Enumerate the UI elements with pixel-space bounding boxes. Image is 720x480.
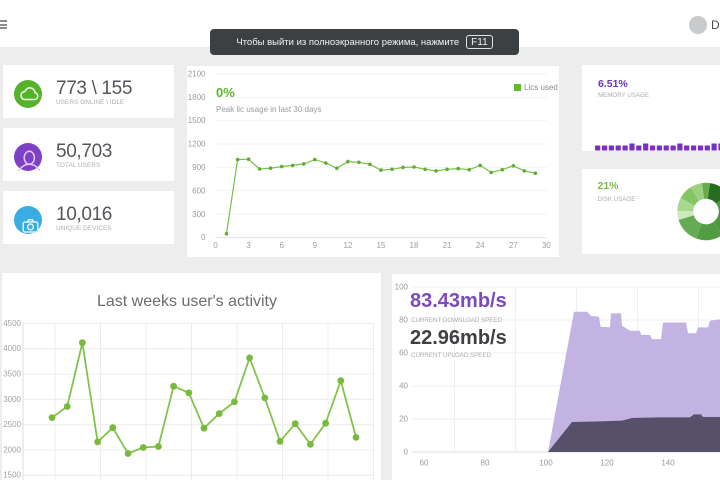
svg-text:20: 20 bbox=[399, 415, 408, 424]
svg-text:1200: 1200 bbox=[188, 139, 206, 148]
svg-text:80: 80 bbox=[481, 459, 490, 468]
svg-text:18: 18 bbox=[410, 241, 419, 250]
svg-text:1500: 1500 bbox=[3, 471, 21, 480]
svg-text:300: 300 bbox=[192, 209, 206, 218]
svg-text:2000: 2000 bbox=[3, 445, 21, 454]
svg-text:60: 60 bbox=[420, 459, 429, 468]
svg-text:3: 3 bbox=[246, 241, 251, 250]
svg-text:140: 140 bbox=[661, 459, 675, 468]
svg-text:0: 0 bbox=[404, 448, 409, 457]
svg-text:4500: 4500 bbox=[3, 319, 21, 328]
svg-text:9: 9 bbox=[313, 241, 318, 250]
svg-text:15: 15 bbox=[376, 241, 385, 250]
svg-text:2500: 2500 bbox=[3, 420, 21, 429]
svg-text:100: 100 bbox=[539, 459, 553, 468]
svg-text:120: 120 bbox=[600, 459, 614, 468]
svg-text:3000: 3000 bbox=[3, 395, 21, 404]
svg-text:60: 60 bbox=[399, 349, 408, 358]
svg-text:1800: 1800 bbox=[188, 92, 206, 101]
svg-text:0: 0 bbox=[213, 241, 218, 250]
svg-text:3500: 3500 bbox=[3, 370, 21, 379]
svg-text:4000: 4000 bbox=[3, 344, 21, 353]
svg-text:6: 6 bbox=[279, 241, 284, 250]
svg-text:100: 100 bbox=[395, 283, 409, 292]
svg-text:2100: 2100 bbox=[188, 69, 206, 78]
svg-text:900: 900 bbox=[192, 163, 206, 172]
svg-text:0: 0 bbox=[201, 233, 206, 242]
svg-text:600: 600 bbox=[192, 186, 206, 195]
svg-text:12: 12 bbox=[343, 241, 352, 250]
svg-text:24: 24 bbox=[476, 241, 485, 250]
svg-text:40: 40 bbox=[399, 382, 408, 391]
svg-text:1500: 1500 bbox=[188, 116, 206, 125]
svg-text:30: 30 bbox=[542, 241, 551, 250]
svg-text:27: 27 bbox=[509, 241, 518, 250]
svg-text:80: 80 bbox=[399, 316, 408, 325]
svg-text:21: 21 bbox=[443, 241, 452, 250]
